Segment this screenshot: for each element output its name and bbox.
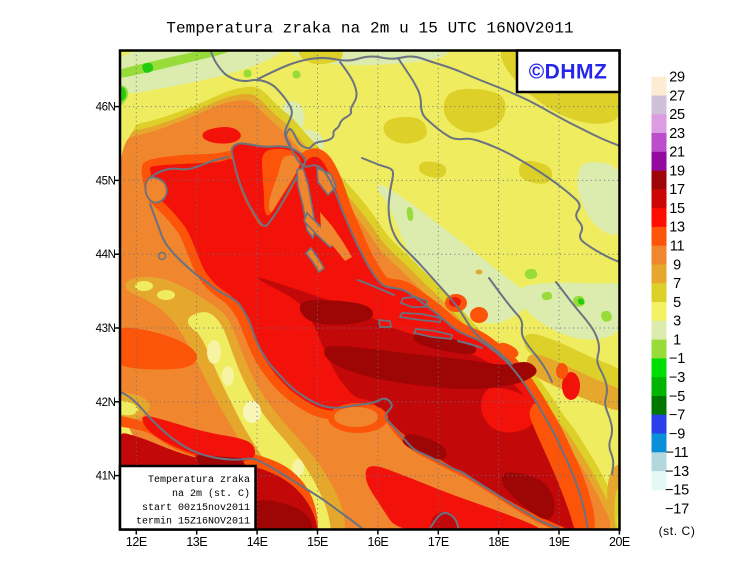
svg-text:−15: −15	[665, 483, 689, 499]
svg-text:−1: −1	[669, 351, 685, 367]
svg-text:9: 9	[673, 257, 681, 273]
svg-text:na 2m (st. C): na 2m (st. C)	[172, 488, 250, 500]
svg-text:14E: 14E	[247, 535, 268, 549]
svg-text:15: 15	[669, 201, 685, 217]
svg-text:27: 27	[669, 88, 685, 104]
svg-text:−17: −17	[665, 501, 689, 517]
svg-text:25: 25	[669, 107, 685, 123]
svg-text:−3: −3	[669, 370, 685, 386]
svg-text:43N: 43N	[96, 323, 116, 335]
svg-text:23: 23	[669, 126, 685, 142]
svg-text:18E: 18E	[488, 535, 509, 549]
svg-text:12E: 12E	[126, 535, 147, 549]
svg-text:20E: 20E	[609, 535, 630, 549]
svg-text:42N: 42N	[96, 397, 116, 409]
svg-text:©DHMZ: ©DHMZ	[529, 61, 608, 84]
svg-text:11: 11	[670, 239, 685, 255]
svg-text:−5: −5	[669, 389, 685, 405]
svg-text:−9: −9	[669, 426, 685, 442]
svg-text:15E: 15E	[307, 535, 328, 549]
svg-text:−11: −11	[666, 445, 689, 461]
svg-text:(st. C): (st. C)	[659, 524, 696, 538]
svg-text:21: 21	[669, 145, 685, 161]
svg-text:29: 29	[669, 70, 685, 86]
svg-text:termin 15Z16NOV2011: termin 15Z16NOV2011	[136, 516, 250, 528]
svg-text:7: 7	[673, 276, 681, 292]
svg-text:start 00z15nov2011: start 00z15nov2011	[142, 503, 250, 514]
svg-text:45N: 45N	[96, 175, 116, 187]
svg-text:44N: 44N	[96, 249, 116, 261]
svg-text:Temperatura zraka na 2m u 15 U: Temperatura zraka na 2m u 15 UTC 16NOV20…	[166, 20, 573, 38]
svg-text:13E: 13E	[186, 535, 207, 549]
svg-text:41N: 41N	[96, 471, 116, 483]
svg-text:46N: 46N	[96, 102, 116, 114]
svg-text:17E: 17E	[428, 535, 449, 549]
svg-text:−7: −7	[669, 408, 685, 424]
svg-text:19: 19	[669, 163, 685, 179]
svg-text:Temperatura zraka: Temperatura zraka	[148, 474, 250, 486]
svg-text:17: 17	[669, 182, 685, 198]
svg-text:3: 3	[673, 314, 681, 330]
svg-text:16E: 16E	[368, 535, 389, 549]
svg-text:19E: 19E	[549, 535, 570, 549]
svg-text:5: 5	[673, 295, 681, 311]
svg-text:1: 1	[673, 332, 681, 348]
svg-text:13: 13	[669, 220, 685, 236]
svg-text:−13: −13	[665, 464, 689, 480]
